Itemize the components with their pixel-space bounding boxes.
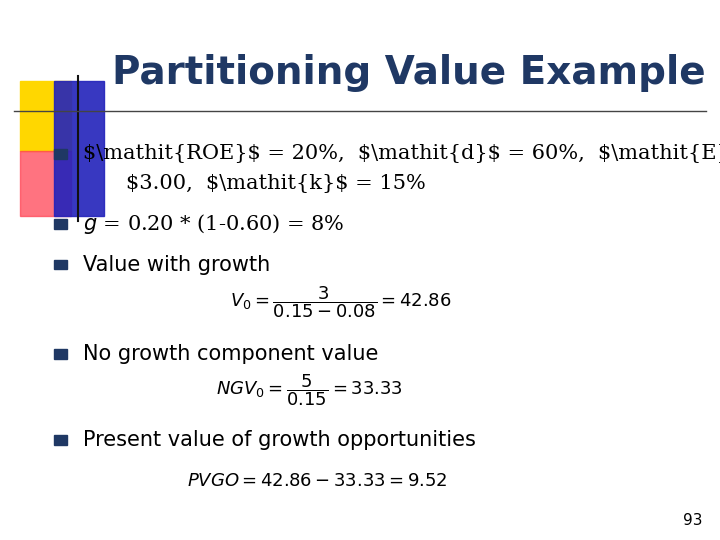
Bar bbox=[54, 81, 104, 216]
Text: $V_0 = \dfrac{3}{0.15 - 0.08} = 42.86$: $V_0 = \dfrac{3}{0.15 - 0.08} = 42.86$ bbox=[230, 285, 451, 320]
Text: $\mathit{ROE}$ = 20%,  $\mathit{d}$ = 60%,  $\mathit{E}_1$ = $5.00,  $\mathit{D}: $\mathit{ROE}$ = 20%, $\mathit{d}$ = 60%… bbox=[83, 144, 720, 164]
Text: Present value of growth opportunities: Present value of growth opportunities bbox=[83, 430, 476, 450]
Bar bbox=[54, 349, 67, 359]
Bar bbox=[54, 260, 67, 269]
Text: No growth component value: No growth component value bbox=[83, 343, 378, 364]
Text: $NGV_0 = \dfrac{5}{0.15} = 33.33$: $NGV_0 = \dfrac{5}{0.15} = 33.33$ bbox=[216, 372, 403, 408]
Bar bbox=[20, 81, 71, 151]
Text: $3.00,  $\mathit{k}$ = 15%: $3.00, $\mathit{k}$ = 15% bbox=[126, 174, 426, 193]
Text: 93: 93 bbox=[683, 513, 702, 528]
Bar bbox=[20, 151, 71, 216]
Text: Partitioning Value Example: Partitioning Value Example bbox=[112, 54, 705, 92]
Bar bbox=[54, 435, 67, 445]
Bar bbox=[54, 149, 67, 159]
Bar bbox=[54, 219, 67, 229]
Text: $PVGO = 42.86 - 33.33 = 9.52$: $PVGO = 42.86 - 33.33 = 9.52$ bbox=[187, 471, 448, 490]
Text: $\mathit{g}$ = 0.20 * (1-0.60) = 8%: $\mathit{g}$ = 0.20 * (1-0.60) = 8% bbox=[83, 212, 344, 236]
Text: Value with growth: Value with growth bbox=[83, 254, 270, 275]
